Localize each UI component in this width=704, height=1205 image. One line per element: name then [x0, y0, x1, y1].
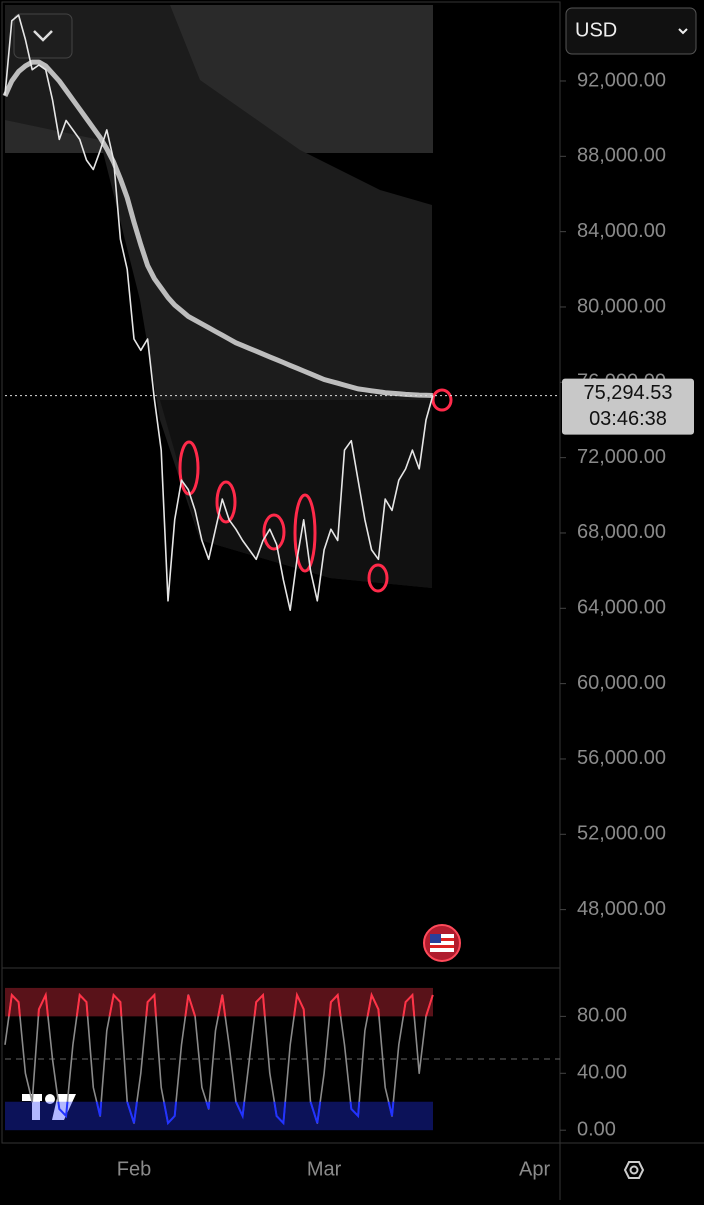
- countdown: 03:46:38: [589, 408, 667, 430]
- annotation-circle: [262, 513, 286, 551]
- annotation-circle: [367, 563, 389, 593]
- x-tick-label: Apr: [519, 1158, 550, 1180]
- flag-stripe: [430, 938, 454, 941]
- currency-button[interactable]: [565, 7, 697, 55]
- logo-part: [45, 1094, 55, 1104]
- y-tick-label: 56,000.00: [577, 747, 666, 769]
- logo-part: [32, 1094, 40, 1120]
- flag-canton: [430, 934, 441, 943]
- dropdown-icon: [678, 28, 688, 35]
- lower-band-area: [160, 400, 432, 588]
- flag-stripe: [430, 945, 454, 948]
- y-tick-label: 60,000.00: [577, 672, 666, 694]
- lower-band: [5, 1101, 433, 1131]
- annotations: [178, 388, 453, 593]
- y-tick-label: 64,000.00: [577, 597, 666, 619]
- y-tick-label: 80,000.00: [577, 295, 666, 317]
- y-tick-label: 52,000.00: [577, 823, 666, 845]
- x-tick-label: Feb: [117, 1158, 151, 1180]
- annotation-circle: [431, 388, 453, 412]
- settings-icon-dot: [629, 1165, 639, 1175]
- y-tick-label: 68,000.00: [577, 521, 666, 543]
- price-line: [4, 14, 434, 611]
- y-tick-label: 84,000.00: [577, 220, 666, 242]
- last-price-box: [562, 378, 694, 435]
- price-line: [2, 59, 433, 398]
- chevron-icon: [33, 30, 53, 42]
- y-tick-label: 88,000.00: [577, 145, 666, 167]
- osc-tick-label: 0.00: [577, 1118, 616, 1140]
- event-flag[interactable]: [423, 924, 461, 962]
- annotation-circle: [215, 480, 237, 524]
- y-tick-label: 48,000.00: [577, 898, 666, 920]
- y-tick-label: 72,000.00: [577, 446, 666, 468]
- settings-button[interactable]: [623, 1161, 645, 1179]
- osc-overbought: [7, 991, 434, 1017]
- osc-tick-label: 80.00: [577, 1005, 627, 1027]
- settings-icon: [623, 1161, 645, 1179]
- currency-label: USD: [575, 19, 617, 41]
- annotation-circle: [293, 493, 317, 573]
- osc-tick-label: 40.00: [577, 1062, 627, 1084]
- collapse-button[interactable]: [13, 13, 73, 59]
- x-tick-label: Mar: [307, 1158, 342, 1180]
- last-price-label: 75,294.53: [584, 382, 673, 404]
- y-tick-label: 92,000.00: [577, 69, 666, 91]
